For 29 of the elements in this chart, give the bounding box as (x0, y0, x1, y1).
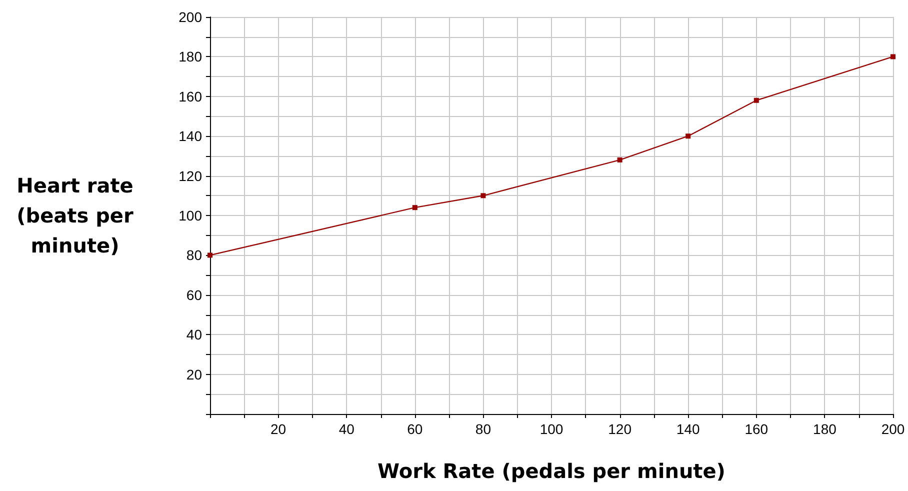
y-tick-label: 40 (186, 326, 202, 343)
y-tick-label: 180 (178, 48, 202, 65)
x-tick-label: 80 (475, 421, 492, 437)
x-tick-label: 200 (881, 421, 905, 437)
x-tick-label: 40 (338, 421, 355, 437)
y-axis-title: Heart rate (beats per minute) (16, 174, 134, 258)
x-tick-label: 140 (676, 421, 700, 437)
point (208, 252, 212, 258)
point (754, 98, 759, 103)
x-tick-label: 100 (540, 421, 564, 437)
x-tick-label: 20 (270, 421, 286, 437)
y-tick-label: 60 (186, 286, 202, 303)
y-tick-label: 120 (178, 168, 202, 184)
point (686, 134, 691, 139)
y-tick-label: 20 (186, 366, 202, 382)
y-tick-label: 200 (178, 9, 202, 25)
y-tick-label: 80 (186, 247, 202, 264)
point (412, 205, 418, 210)
x-axis-title: Work Rate (pedals per minute) (378, 459, 726, 483)
x-tick-label: 60 (407, 421, 423, 437)
point (890, 54, 896, 60)
x-tick-label: 120 (608, 421, 632, 437)
point (480, 193, 486, 198)
y-tick-label: 100 (178, 208, 202, 224)
y-tick-label: 160 (178, 88, 202, 104)
x-tick-label: 180 (813, 421, 837, 437)
y-tick-label: 140 (178, 128, 202, 144)
point (617, 157, 622, 162)
x-tick-label: 160 (744, 421, 768, 437)
